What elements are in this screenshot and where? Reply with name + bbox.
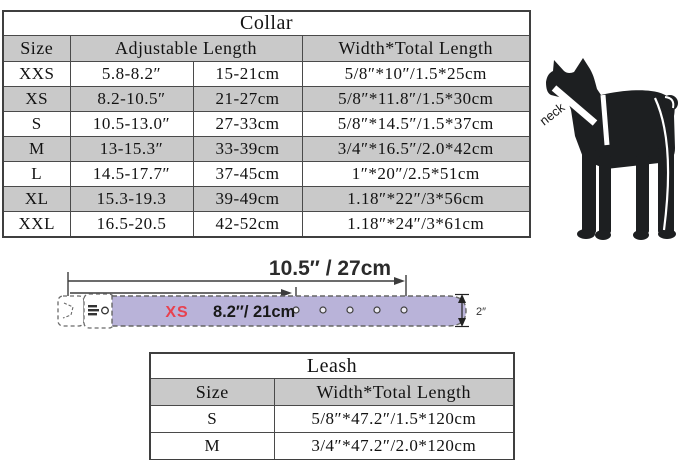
collar-table-title: Collar bbox=[2, 10, 531, 36]
collar-loop-detail bbox=[62, 302, 74, 319]
overall-length-label: 10.5″ / 27cm bbox=[269, 257, 391, 280]
size-cell: M bbox=[149, 432, 275, 460]
collar-table-title-row: Collar bbox=[2, 10, 531, 36]
length-in-cell: 14.5-17.7″ bbox=[69, 161, 194, 187]
length-in-cell: 5.8-8.2″ bbox=[69, 61, 194, 87]
length-cm-cell: 39-49cm bbox=[192, 186, 303, 212]
table-row: XXS 5.8-8.2″ 15-21cm 5/8″*10″/1.5*25cm bbox=[2, 61, 531, 87]
table-row: S 10.5-13.0″ 27-33cm 5/8″*14.5″/1.5*37cm bbox=[2, 111, 531, 137]
size-cell: XXL bbox=[2, 211, 71, 238]
length-cm-cell: 15-21cm bbox=[192, 61, 303, 87]
collar-table-header-row: Size Adjustable Length Width*Total Lengt… bbox=[2, 35, 531, 62]
tail-curl-line bbox=[664, 96, 675, 109]
collar-size-table: Collar Size Adjustable Length Width*Tota… bbox=[2, 10, 531, 238]
dimension-arrow-icon bbox=[281, 289, 292, 297]
neck-label: neck bbox=[538, 99, 568, 128]
table-row: XS 8.2-10.5″ 21-27cm 5/8″*11.8″/1.5*30cm bbox=[2, 86, 531, 112]
size-cell: XXS bbox=[2, 61, 71, 87]
leash-header-size: Size bbox=[149, 378, 275, 406]
collar-header-width-total-length: Width*Total Length bbox=[301, 35, 531, 62]
size-cell: XS bbox=[2, 86, 71, 112]
collar-header-adjustable-length: Adjustable Length bbox=[69, 35, 303, 62]
width-total-cell: 1.18″*22″/3*56cm bbox=[301, 186, 531, 212]
table-row: XXL 16.5-20.5 42-52cm 1.18″*24″/3*61cm bbox=[2, 211, 531, 238]
width-total-cell: 5/8″*10″/1.5*25cm bbox=[301, 61, 531, 87]
width-total-cell: 3/4″*47.2″/2.0*120cm bbox=[273, 432, 515, 460]
collar-strap bbox=[111, 295, 467, 327]
length-in-cell: 16.5-20.5 bbox=[69, 211, 194, 238]
width-total-cell: 1″*20″/2.5*51cm bbox=[301, 161, 531, 187]
width-total-cell: 1.18″*24″/3*61cm bbox=[301, 211, 531, 238]
collar-size-length-label: 8.2″/ 21cm bbox=[213, 303, 295, 321]
shoulder-gap bbox=[600, 94, 610, 146]
table-row: M 3/4″*47.2″/2.0*120cm bbox=[149, 432, 515, 460]
table-row: S 5/8″*47.2″/1.5*120cm bbox=[149, 405, 515, 433]
dog-collar-band bbox=[551, 85, 598, 126]
table-row: L 14.5-17.7″ 37-45cm 1″*20″/2.5*51cm bbox=[2, 161, 531, 187]
collar-adjuster-icon bbox=[88, 305, 99, 316]
collar-loop-end bbox=[57, 295, 85, 327]
size-cell: S bbox=[2, 111, 71, 137]
dimension-arrow-icon bbox=[394, 277, 405, 285]
hind-leg-stripe bbox=[654, 97, 670, 231]
leash-size-table: Leash Size Width*Total Length S 5/8″*47.… bbox=[149, 352, 516, 460]
table-row: XL 15.3-19.3 39-49cm 1.18″*22″/3*56cm bbox=[2, 186, 531, 212]
length-in-cell: 15.3-19.3 bbox=[69, 186, 194, 212]
length-cm-cell: 27-33cm bbox=[192, 111, 303, 137]
size-cell: XL bbox=[2, 186, 71, 212]
collar-width-label: 2″ bbox=[476, 306, 486, 318]
dog-illustration: neck bbox=[538, 58, 678, 240]
length-cm-cell: 37-45cm bbox=[192, 161, 303, 187]
leash-table-header-row: Size Width*Total Length bbox=[149, 378, 515, 406]
collar-header-size: Size bbox=[2, 35, 71, 62]
size-cell: M bbox=[2, 136, 71, 162]
length-in-cell: 13-15.3″ bbox=[69, 136, 194, 162]
collar-d-ring-icon bbox=[101, 306, 109, 315]
collar-size-label: XS bbox=[165, 304, 188, 321]
leash-table-title-row: Leash bbox=[149, 352, 515, 379]
table-row: M 13-15.3″ 33-39cm 3/4″*16.5″/2.0*42cm bbox=[2, 136, 531, 162]
leash-table-title: Leash bbox=[149, 352, 515, 379]
width-total-cell: 5/8″*14.5″/1.5*37cm bbox=[301, 111, 531, 137]
length-in-cell: 8.2-10.5″ bbox=[69, 86, 194, 112]
arrow-down-icon bbox=[458, 318, 466, 327]
size-cell: L bbox=[2, 161, 71, 187]
leash-header-width-total-length: Width*Total Length bbox=[273, 378, 515, 406]
length-in-cell: 10.5-13.0″ bbox=[69, 111, 194, 137]
collar-diagram: 10.5″ / 27cm XS 8.2″/ 21cm bbox=[57, 257, 486, 329]
length-cm-cell: 21-27cm bbox=[192, 86, 303, 112]
size-cell: S bbox=[149, 405, 275, 433]
width-total-cell: 5/8″*47.2″/1.5*120cm bbox=[273, 405, 515, 433]
dog-silhouette bbox=[546, 58, 678, 240]
collar-holes bbox=[292, 306, 408, 314]
length-cm-cell: 33-39cm bbox=[192, 136, 303, 162]
length-cm-cell: 42-52cm bbox=[192, 211, 303, 238]
width-total-cell: 5/8″*11.8″/1.5*30cm bbox=[301, 86, 531, 112]
width-total-cell: 3/4″*16.5″/2.0*42cm bbox=[301, 136, 531, 162]
arrow-up-icon bbox=[458, 294, 466, 303]
